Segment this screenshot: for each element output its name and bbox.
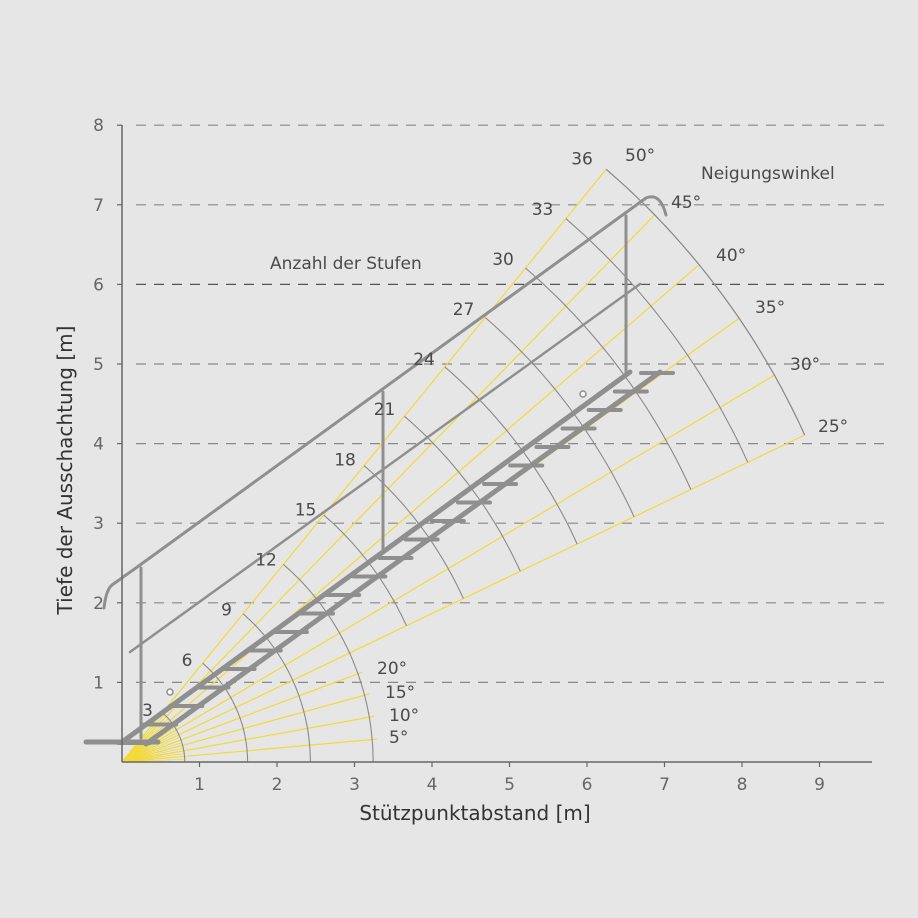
steps-title: Anzahl der Stufen [270,254,422,274]
fan-ray [121,742,182,763]
step-label-27: 27 [453,300,475,320]
angle-label-35: 35° [755,298,785,318]
fan-ray [121,737,180,763]
y-axis-title: Tiefe der Ausschachtung [m] [53,326,77,616]
step-arc-15 [323,514,407,627]
angle-title: Neigungswinkel [701,164,835,184]
step-label-33: 33 [532,200,554,220]
step-label-3: 3 [142,701,153,721]
fan-ray [121,756,184,763]
x-tick-label: 6 [582,775,593,795]
x-tick-label: 4 [427,775,438,795]
angle-label-30: 30° [790,355,820,375]
step-arc-30 [525,267,692,490]
fan-ray [121,745,182,763]
stair-illustration [83,195,675,747]
step-label-18: 18 [334,450,356,470]
step-label-21: 21 [374,400,396,420]
y-tick-label: 8 [93,116,104,136]
step-arcs [162,168,806,763]
step-arc-3 [162,712,186,762]
step-label-15: 15 [295,500,317,520]
angle-label-50: 50° [625,146,655,166]
x-tick-label: 9 [814,775,825,795]
grid-lines [136,124,884,684]
step-label-9: 9 [221,601,232,621]
angle-label-10: 10° [389,706,419,726]
outer-arc [605,168,806,436]
angle-label-40: 40° [716,246,746,266]
y-tick-label: 7 [93,196,104,216]
x-tick-label: 7 [659,775,670,795]
angle-label-20: 20° [377,659,407,679]
step-label-6: 6 [182,651,193,671]
fan-ray [121,753,184,763]
lower-handrail [128,282,642,654]
step-label-24: 24 [413,350,435,370]
y-tick-label: 2 [93,594,104,614]
x-tick-label: 8 [737,775,748,795]
x-tick-label: 1 [194,775,205,795]
x-tick-label: 3 [349,775,360,795]
upper-handrail [102,195,668,610]
step-label-12: 12 [255,551,277,571]
step-arc-12 [283,563,374,762]
fan-ray [121,729,176,763]
angle-rays [121,168,805,763]
step-label-30: 30 [492,250,514,270]
x-axis-title: Stützpunktabstand [m] [359,801,590,825]
step-label-36: 36 [571,150,593,170]
step-arc-9 [242,613,311,762]
y-tick-label: 6 [93,275,104,295]
angle-label-45: 45° [671,193,701,213]
angle-label-15: 15° [385,683,415,703]
angle-labels: 5°10° 15° 20° 25° 30° 35° 40° 45° 50° [377,146,848,748]
fan-ray [121,750,184,763]
y-tick-label: 4 [93,435,104,455]
x-tick-label: 5 [504,775,515,795]
stair-treads [116,371,675,745]
bolt-2 [579,390,587,398]
y-tick-label: 1 [93,673,104,693]
step-arc-33 [565,218,749,463]
angle-label-5: 5° [389,728,408,748]
angle-label-25: 25° [818,417,848,437]
fan-ray [121,739,181,763]
step-arc-27 [484,317,635,518]
y-tick-label: 5 [93,355,104,375]
x-tick-label: 2 [272,775,283,795]
stringer-left [119,369,633,745]
y-tick-label: 3 [93,514,104,534]
bolt-1 [166,688,174,696]
fan-ray [121,747,183,763]
fan-ray [121,734,179,763]
fan-ray [121,732,178,763]
step-arc-24 [444,366,578,545]
